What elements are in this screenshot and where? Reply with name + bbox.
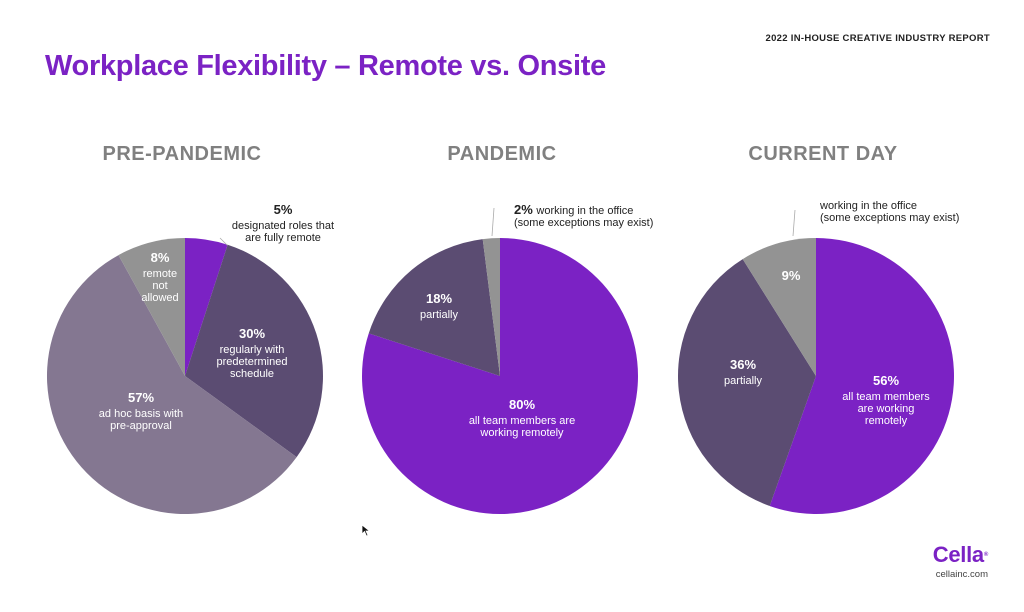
pie-slice <box>185 238 228 376</box>
report-tag: 2022 IN-HOUSE CREATIVE INDUSTRY REPORT <box>765 33 990 44</box>
pie-slice <box>678 259 816 506</box>
chart-title-pandemic: PANDEMIC <box>447 143 557 165</box>
pie-slice <box>742 238 816 376</box>
leader-line <box>792 209 796 237</box>
chart-title-pre-pandemic: PRE-PANDEMIC <box>102 143 262 165</box>
pie-chart-2: 56% all team members are working remotely 36… <box>678 200 959 514</box>
pie-slice <box>361 238 638 514</box>
brand-url: cellainc.com <box>935 569 988 580</box>
pie-slice <box>368 239 500 376</box>
pie-slice <box>482 238 500 376</box>
pie-slice <box>769 238 955 514</box>
slice-label: 9% <box>782 268 801 283</box>
slice-label: 57% ad hoc basis with pre-approval <box>99 390 183 432</box>
slice-label: 80% all team members are working remotely <box>469 397 575 439</box>
leader-line <box>491 207 495 237</box>
pie-chart-0: 5% designated roles that are fully remote 3… <box>46 202 334 515</box>
chart-title-current-day: CURRENT DAY <box>748 143 898 165</box>
cella-logo: Cella® <box>932 542 989 567</box>
slice-label: 8% remote not allowed <box>141 250 178 304</box>
mouse-pointer-icon <box>361 524 371 537</box>
slice-label: 36% partially <box>724 357 762 387</box>
pie-slice <box>118 238 185 376</box>
leader-line <box>219 237 229 247</box>
slice-label: 18% partially <box>420 291 458 321</box>
pie-chart-1: 80% all team members are working remotely 1… <box>361 202 653 514</box>
slice-label: 30% regularly with predetermined schedule <box>217 326 288 380</box>
page-title: Workplace Flexibility – Remote vs. Onsit… <box>45 50 606 82</box>
slice-label: 56% all team members are working remotely <box>842 373 930 427</box>
pie-slice <box>185 244 323 458</box>
slice-label: 2% working in the office (some exceptions… <box>514 202 653 229</box>
slice-label: 5% designated roles that are fully remote <box>232 202 334 244</box>
slice-label: working in the office (some exceptions ma… <box>819 200 959 224</box>
brand: Cella® cellainc.com <box>932 542 989 581</box>
pie-slice <box>46 255 297 515</box>
